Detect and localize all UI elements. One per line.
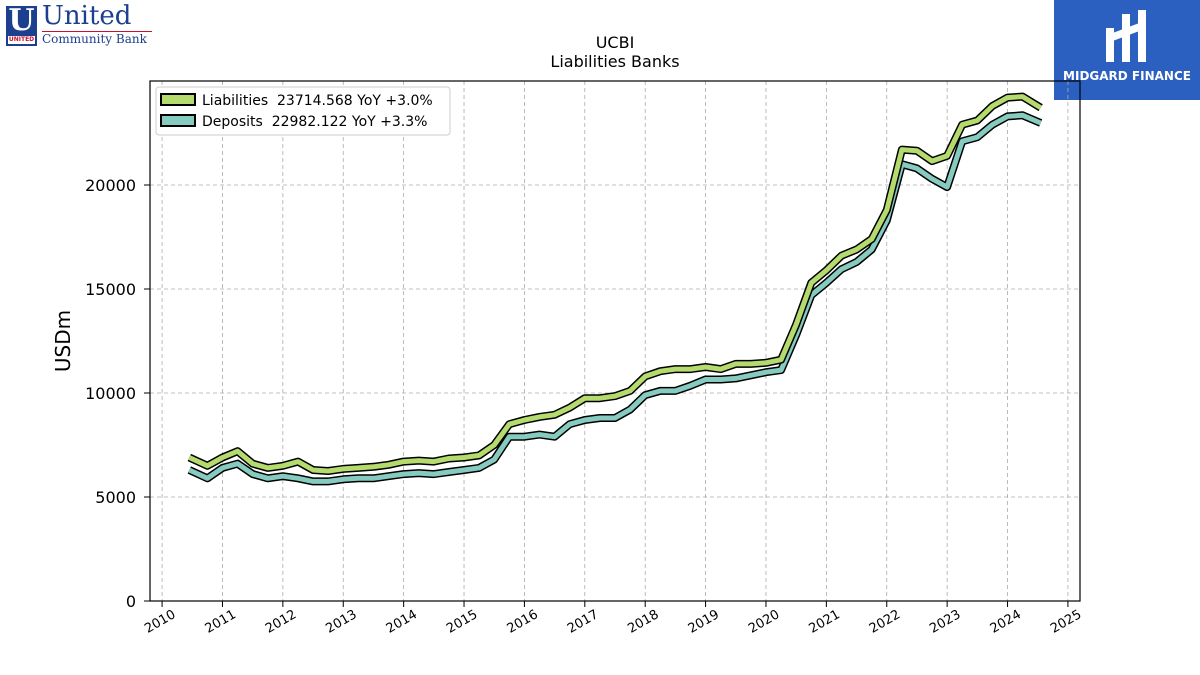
legend-label-deposits: Deposits 22982.122 YoY +3.3% bbox=[202, 114, 427, 130]
grid-lines bbox=[150, 81, 1080, 601]
plot-frame bbox=[149, 80, 1081, 602]
x-tick-label: 2019 bbox=[686, 607, 722, 637]
y-tick-label: 5000 bbox=[95, 488, 136, 507]
logo-u-strip: UNITED bbox=[8, 36, 35, 44]
logo-u-letter: U bbox=[8, 3, 35, 38]
y-tick-label: 15000 bbox=[85, 280, 136, 299]
x-tick-label: 2016 bbox=[505, 607, 541, 637]
x-tick-label: 2014 bbox=[384, 607, 420, 637]
x-tick-label: 2020 bbox=[746, 607, 782, 637]
x-tick-label: 2023 bbox=[927, 607, 963, 637]
logo-rule bbox=[42, 31, 152, 32]
chart-title: UCBI bbox=[596, 33, 635, 52]
x-tick-label: 2012 bbox=[263, 607, 299, 637]
y-axis: 0 5000 10000 15000 20000 bbox=[85, 176, 150, 611]
x-tick-label: 2011 bbox=[203, 607, 239, 637]
legend: Liabilities 23714.568 YoY +3.0% Deposits… bbox=[155, 86, 451, 136]
x-tick-label: 2017 bbox=[565, 607, 601, 637]
x-tick-label: 2015 bbox=[444, 607, 480, 637]
y-tick-label: 20000 bbox=[85, 176, 136, 195]
midgard-finance-text: MIDGARD FINANCE bbox=[1063, 69, 1191, 83]
x-tick-label: 2021 bbox=[807, 607, 843, 637]
legend-box bbox=[155, 86, 451, 136]
x-tick-label: 2022 bbox=[867, 607, 903, 637]
series-line-liabilities bbox=[188, 94, 1043, 474]
chart-subtitle: Liabilities Banks bbox=[550, 52, 679, 71]
united-community-bank-logo: U UNITED United Community Bank bbox=[4, 1, 174, 48]
x-tick-label: 2010 bbox=[142, 607, 178, 637]
legend-swatch-deposits bbox=[160, 114, 196, 127]
legend-label-liabilities: Liabilities 23714.568 YoY +3.0% bbox=[202, 93, 433, 109]
series-layer bbox=[187, 92, 1043, 486]
x-tick-label: 2018 bbox=[625, 607, 661, 637]
logo-bank-subtitle: Community Bank bbox=[42, 32, 147, 46]
x-tick-label: 2024 bbox=[988, 607, 1024, 637]
midgard-finance-logo: MIDGARD FINANCE bbox=[1054, 0, 1200, 100]
logo-bank-name: United bbox=[42, 1, 132, 31]
x-tick-label: 2013 bbox=[323, 607, 359, 637]
midgard-mark-icon bbox=[1106, 10, 1146, 62]
series-outline-deposits bbox=[187, 111, 1043, 486]
y-tick-label: 0 bbox=[126, 592, 136, 611]
x-tick-label: 2025 bbox=[1048, 607, 1084, 637]
legend-swatch-liabilities bbox=[160, 93, 196, 106]
y-tick-label: 10000 bbox=[85, 384, 136, 403]
x-axis: 2010 2011 2012 2013 2014 2015 2016 2017 2018 2019… bbox=[142, 601, 1084, 637]
y-axis-label: USDm bbox=[51, 310, 75, 372]
